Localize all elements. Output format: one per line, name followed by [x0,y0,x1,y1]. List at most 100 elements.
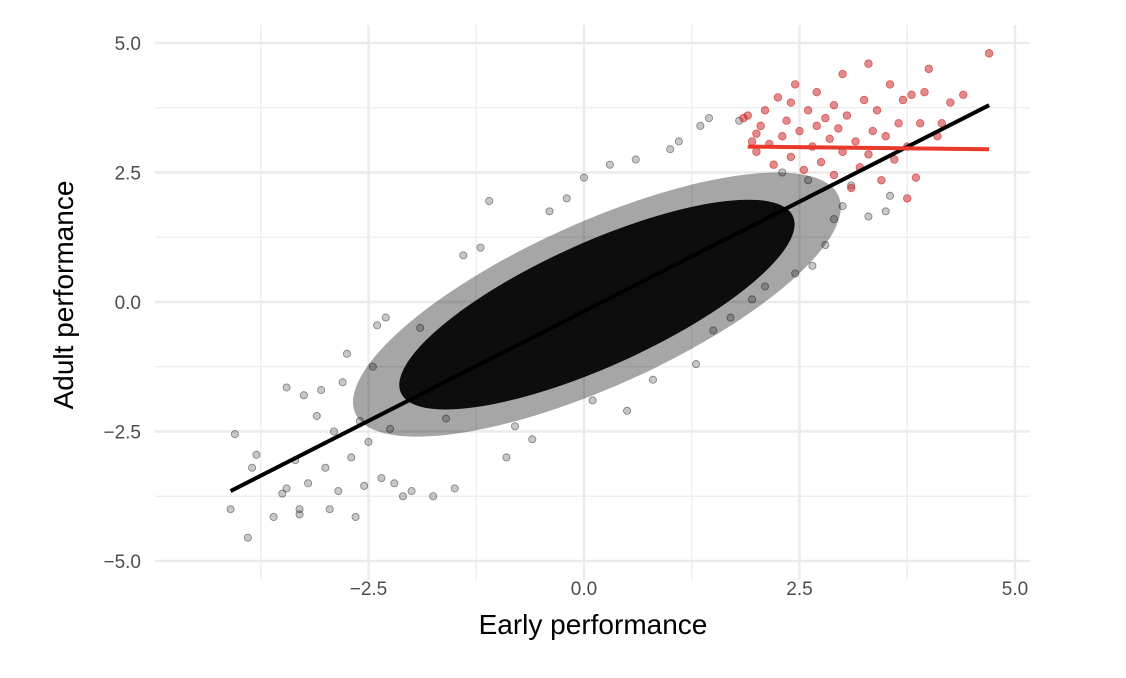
x-tick-label: −2.5 [350,579,388,600]
top-data-point [829,170,839,180]
top-data-point [920,88,929,97]
data-point [364,437,373,446]
data-point [429,492,438,501]
data-point [631,155,640,164]
top-data-point [885,80,895,89]
top-data-point [868,126,877,136]
top-data-point [816,157,826,167]
data-point [407,487,416,496]
data-point [588,396,597,405]
data-point [450,484,459,493]
data-point [304,479,313,488]
data-point [761,282,770,291]
top-data-point [877,176,886,185]
top-data-point [743,111,752,120]
top-data-point [825,134,834,144]
data-point [282,484,291,493]
top-data-point [898,95,908,105]
data-point [252,450,261,459]
data-point [829,215,838,224]
tick-labels: −2.5 0.0 2.5 5.0 −5.0 −2.5 0.0 2.5 5.0 [103,34,1028,600]
top-data-point [984,49,994,58]
top-data-point [747,137,757,146]
data-point [511,422,520,431]
data-point [821,241,830,250]
y-tick-label: 5.0 [115,34,141,55]
top-data-point [894,119,903,128]
y-tick-label: −2.5 [103,423,141,444]
data-point [230,430,239,439]
top-data-point [881,132,890,141]
top-data-point [773,93,783,102]
top-data-point [842,111,852,120]
data-point [748,295,757,304]
y-tick-label: −5.0 [103,552,141,573]
top-data-point [911,173,921,182]
data-point [459,251,468,260]
data-point [674,137,683,146]
data-point [390,479,399,488]
data-point [804,176,813,185]
data-point [442,414,451,423]
x-tick-label: 0.0 [571,579,597,600]
data-point [321,463,330,472]
top-data-point [795,126,804,136]
data-point [778,168,787,177]
data-point [666,145,675,154]
data-point [704,114,713,123]
top-data-point [864,150,873,159]
x-axis-title: Early performance [479,609,708,640]
data-point [360,481,369,490]
top-data-point [890,155,899,164]
top-data-point [778,132,787,141]
top-data-point [946,98,955,107]
data-point [838,202,847,211]
top-data-point [851,137,860,146]
data-point [605,160,614,169]
fit-line-top [747,144,990,152]
data-point [502,453,511,462]
data-point [381,313,390,322]
data-point [726,313,735,322]
top-data-point [959,90,968,99]
data-point [386,424,395,433]
data-point [377,474,386,483]
data-point [485,196,494,205]
top-data-point [903,194,912,203]
data-point [373,321,382,330]
data-point [226,505,235,514]
data-point [338,378,347,387]
data-point [325,505,334,514]
data-point [278,489,287,498]
top-data-point [924,64,933,74]
data-point [248,463,257,472]
data-point [545,207,554,216]
data-point [808,261,817,270]
data-point [791,269,800,278]
top-data-point [915,119,925,128]
data-point [580,173,589,182]
data-point [528,435,537,444]
top-data-point [756,121,765,131]
data-point [886,191,895,200]
top-data-point [864,59,873,68]
data-point [342,349,351,358]
data-point [416,323,425,332]
top-data-point [907,90,916,99]
data-point [312,411,321,420]
data-point [623,406,632,415]
top-data-point [769,160,778,169]
fit-lines [229,103,991,493]
top-data-point [829,100,839,110]
data-point [648,375,657,384]
top-data-point [752,147,761,156]
top-data-point [799,165,809,175]
data-point [562,194,571,203]
fit-line-all [229,103,991,493]
y-tick-label: 2.5 [115,164,141,185]
top-data-point [790,80,800,89]
data-point [295,505,304,514]
data-point [299,391,308,400]
data-point [692,360,701,369]
